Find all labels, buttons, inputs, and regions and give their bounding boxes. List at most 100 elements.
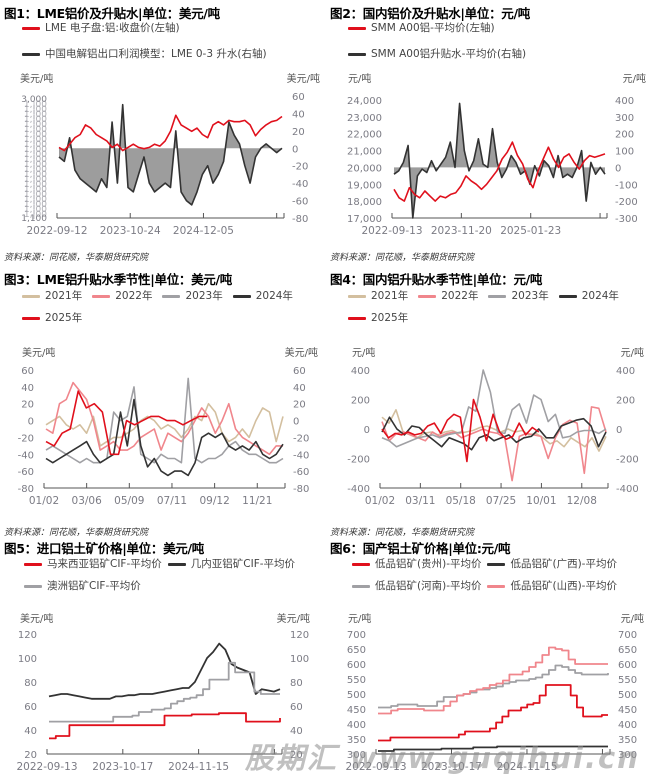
legend-item: 2025年 [348,308,408,328]
y-left-unit: 美元/吨 [20,74,54,85]
left-tick-label-overlap: 1,|00 [24,155,47,165]
left-tick-label: 20 [21,400,34,411]
right-tick-label: 550 [618,675,637,686]
legend-swatch-tan [348,294,366,298]
legend-item: 澳洲铝矿CIF-平均价 [24,576,141,596]
legend-item: 2021年 [348,286,408,306]
right-tick-label: -20 [293,433,309,444]
figure-2-panel: 图2：国内铝价及升贴水|单位：元/吨 SMM A00铝-平均价(左轴) SMM … [326,0,652,263]
legend-item: 低品铝矿(山西)-平均价 [487,576,617,596]
x-tick-label: 10/01 [526,495,556,507]
figure-2-source: 资料来源：同花顺，华泰期货研究院 [330,253,475,263]
x-tick-label: 2024-11-15 [496,761,557,773]
figure-4-title: 图4：国内铝升贴水季节性|单位：元/吨 [330,272,543,287]
left-tick-label: 17,000 [347,214,382,225]
legend-swatch-red [348,26,366,30]
figure-6-chart: 2022-09-13 2023-10-17 2024-11-15 700 650 600 5… [345,630,637,773]
right-tick-label: 200 [615,130,634,141]
right-tick-label: -400 [616,484,639,495]
x-tick-label: 2022-09-13 [361,225,422,237]
figure-5-panel: 图5：进口铝土矿价格|单位：美元/吨 马来西亚铝矿CIF-平均价 几内亚铝矿CIF… [0,534,326,783]
legend-item: 低品铝矿(河南)-平均价 [352,576,481,596]
figure-1-title: 图1：LME铝价及升贴水|单位：美元/吨 [4,6,220,21]
legend-swatch-gray [24,584,42,588]
legend-swatch-red [24,562,42,566]
legend-item: 2024年 [558,286,619,306]
legend-item: 马来西亚铝矿CIF-平均价 [24,554,162,574]
legend-swatch-gray [488,294,507,298]
y-right-unit: 美元/吨 [286,74,320,85]
y-right-unit: 美元/吨 [276,614,310,625]
left-tick-label: -40 [18,450,34,461]
right-tick-label: 20 [292,127,305,138]
legend-item: 2024年 [232,286,293,306]
right-tick-label: -40 [292,179,308,190]
figure-5-title: 图5：进口铝土矿价格|单位：美元/吨 [4,541,204,556]
right-tick-label: -40 [293,450,309,461]
legend-swatch-red [22,316,40,320]
figure-3-panel: 图3：LME铝升贴水季节性|单位：美元/吨 2021年 2022年 2023年 202… [0,262,326,524]
legend-swatch-red [348,316,366,320]
series-line-1 [393,102,606,219]
x-tick-label: 09/12 [199,495,229,507]
left-tick-label: 60 [21,366,34,377]
left-tick-label-overlap: 1,|00 [24,145,47,155]
right-tick-label: 200 [616,396,635,407]
legend-swatch-gray [352,584,370,588]
right-tick-label: 20 [293,400,306,411]
legend-swatch-gray [162,294,181,298]
legend-swatch-pink [92,294,111,298]
left-tick-label: 700 [347,630,366,641]
x-tick-label: 2023-10-17 [421,761,482,773]
legend-item: 中国电解铝出口利润模型：LME 0-3 升水(右轴) [22,44,267,64]
left-tick-label-overlap: 1,|00 [24,210,47,220]
y-left-unit: 美元/吨 [20,614,54,625]
legend-swatch-red [22,26,40,30]
x-tick-label: 2024-11-15 [168,761,229,773]
left-tick-label-overlap: 1,|00 [24,160,47,170]
left-tick-label: 21,000 [347,147,382,158]
x-tick-label: 2023-11-20 [431,225,492,237]
legend-swatch-tan [22,294,40,298]
left-tick-label: 23,000 [347,113,382,124]
left-tick-label-overlap: 1,|00 [24,180,47,190]
left-tick-label: -60 [18,467,34,478]
x-tick-label: 2025-01-23 [500,225,561,237]
left-tick-label: 0 [364,425,370,436]
left-tick-label: 1,100 [21,214,47,224]
left-tick-label: 100 [18,654,37,665]
series-line-1 [378,745,608,752]
left-tick-label-overlap: 1,|00 [24,150,47,160]
left-tick-label-overlap: 1,|00 [24,195,47,205]
legend-item: 2023年 [488,286,549,306]
right-tick-label: 350 [618,735,637,746]
right-tick-label: 60 [292,92,305,103]
left-tick-label: 0 [28,417,34,428]
series-line-2 [49,661,280,723]
right-tick-label: 700 [618,630,637,641]
left-tick-label: 40 [21,383,34,394]
figure-5-chart: 2022-09-13 2023-10-17 2024-11-15 120 100 80 60… [16,630,309,773]
y-left-unit: 元/吨 [352,348,376,359]
x-tick-label: 03/11 [405,495,435,507]
x-tick-label: 12/08 [567,495,597,507]
left-tick-label: 40 [24,726,37,737]
figure-4-chart: 01/02 03/11 05/18 07/25 10/01 12/08 400 200 0 -20… [347,366,639,507]
legend-item: LME 电子盘:铝:收盘价(左轴) [22,18,180,38]
left-tick-label: 500 [347,690,366,701]
figure-2-legend: SMM A00铝-平均价(左轴) SMM A00铝升贴水-平均价(右轴) [348,18,648,64]
y-right-unit: 美元/吨 [284,348,318,359]
x-tick-label: 05/18 [446,495,476,507]
x-tick-label: 2024-12-05 [173,225,234,237]
left-tick-label-overlap: 1,|00 [24,105,47,115]
figure-2-chart: 2022-09-13 2023-11-20 2025-01-23 24,000 23,0… [347,96,638,237]
y-right-unit: 元/吨 [620,348,644,359]
right-tick-label: 0 [293,417,299,428]
right-tick-label: 300 [618,750,637,761]
left-tick-label: 20 [24,750,37,761]
right-tick-label: -200 [616,455,639,466]
left-tick-label: 18,000 [347,197,382,208]
legend-item: 2023年 [162,286,223,306]
y-left-unit: 美元/吨 [22,348,56,359]
legend-swatch-dark [348,52,366,56]
